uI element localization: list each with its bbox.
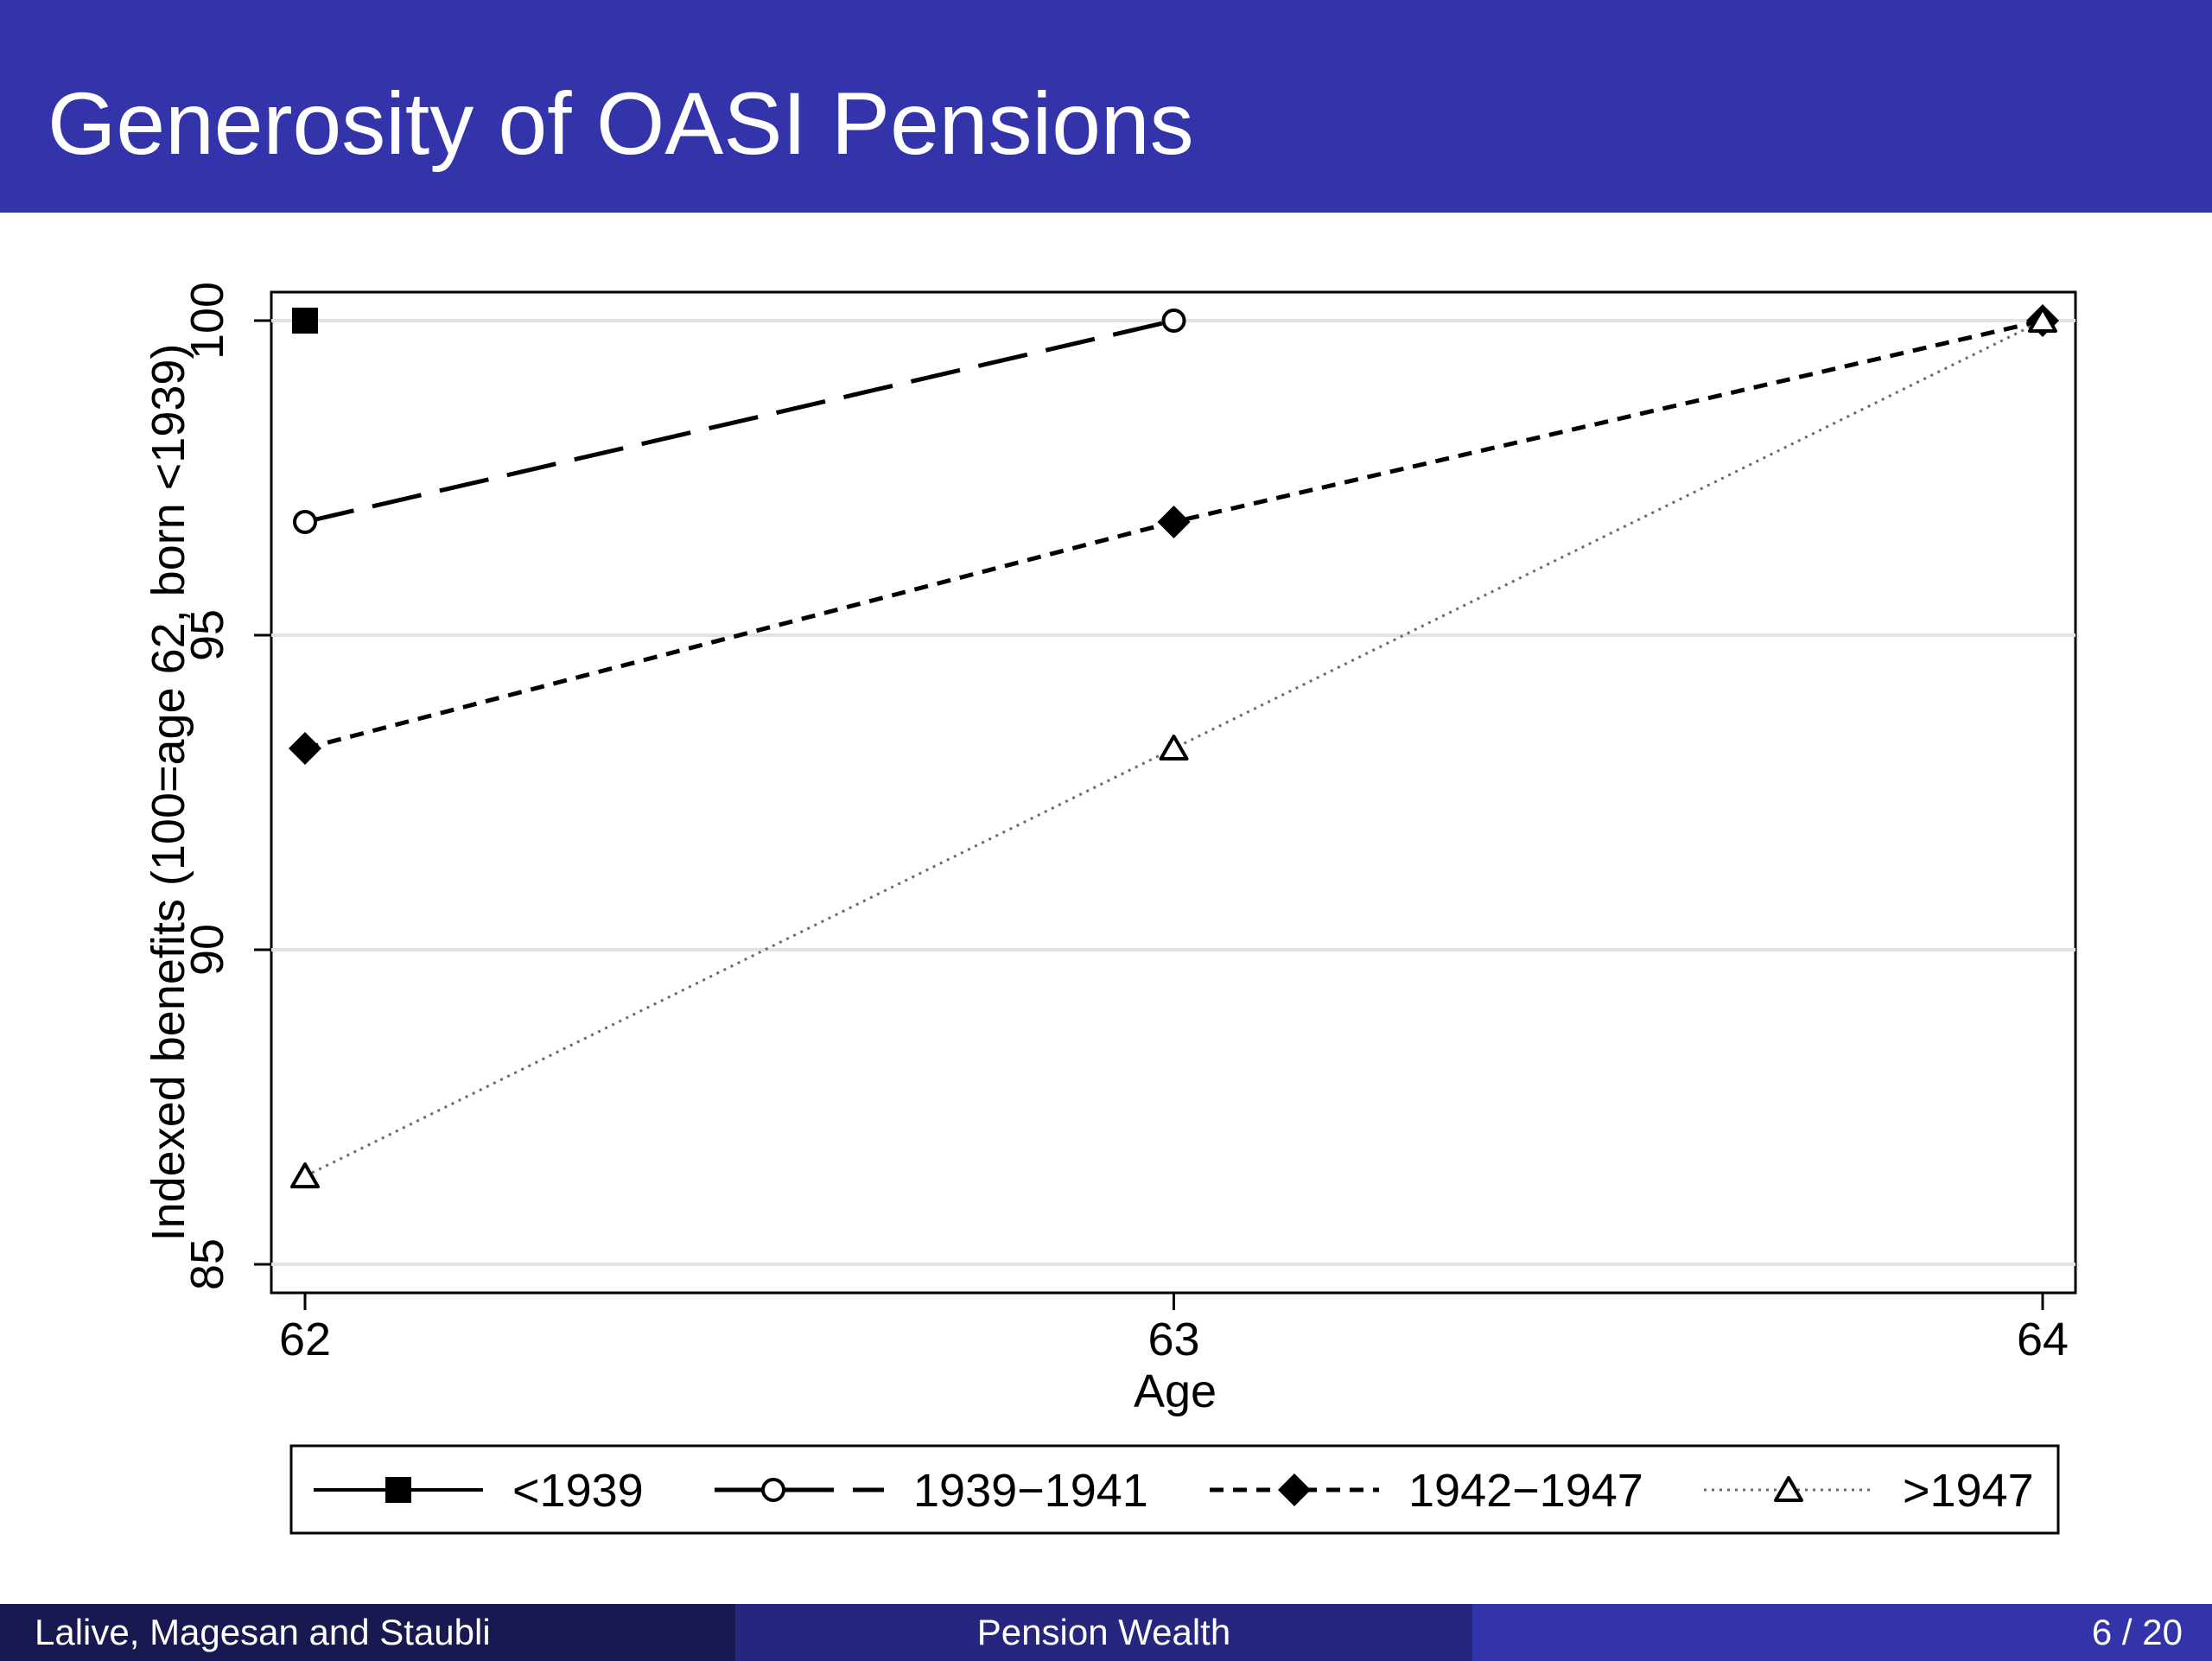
y-tick-label: 95 <box>181 609 233 661</box>
legend: <1939 1939−1941 1942−1947 >1947 <box>314 1465 2034 1517</box>
legend-label: 1942−1947 <box>1408 1465 1643 1517</box>
y-axis-label: Indexed benefits (100=age 62, born <1939… <box>143 344 194 1242</box>
data-point <box>1161 309 1186 333</box>
slide-footer: Lalive, Magesan and Staubli Pension Weal… <box>0 1604 2212 1661</box>
plot-area <box>270 290 2077 1295</box>
series <box>289 304 2059 1189</box>
footer-authors: Lalive, Magesan and Staubli <box>35 1612 491 1652</box>
legend-key-marker <box>761 1478 785 1502</box>
x-tick-label: 62 <box>279 1314 331 1365</box>
legend-label: 1939−1941 <box>913 1465 1148 1517</box>
line-chart: 85 90 95 100 62 63 64 Age Indexed benefits (10… <box>143 282 2077 1535</box>
data-point <box>292 308 318 334</box>
footer-short-title: Pension Wealth <box>976 1612 1231 1652</box>
footer-authors-section: Lalive, Magesan and Staubli <box>0 1604 735 1661</box>
legend-box <box>289 1444 2060 1535</box>
legend-key-marker <box>1774 1476 1803 1502</box>
y-tick-label: 90 <box>181 924 233 976</box>
x-tick-label: 63 <box>1147 1314 1199 1365</box>
page-number: 6 / 20 <box>2091 1612 2183 1652</box>
slide-title: Generosity of OASI Pensions <box>48 74 1194 173</box>
legend-key-marker <box>385 1477 411 1503</box>
legend-label: <1939 <box>512 1465 644 1517</box>
legend-label: >1947 <box>1903 1465 2034 1517</box>
data-point <box>293 509 317 534</box>
slide-header: Generosity of OASI Pensions <box>0 0 2212 213</box>
data-point <box>1159 735 1189 761</box>
data-point <box>290 1162 320 1189</box>
axes: 85 90 95 100 62 63 64 <box>181 282 2069 1365</box>
footer-page-section: 6 / 20 <box>1472 1604 2212 1661</box>
y-tick-label: 85 <box>181 1238 233 1290</box>
legend-key-marker <box>1278 1473 1311 1506</box>
x-tick-label: 64 <box>2017 1314 2069 1365</box>
x-axis-label: Age <box>1134 1365 1217 1417</box>
data-point <box>289 732 321 766</box>
footer-title-section: Pension Wealth <box>735 1604 1472 1661</box>
series-line <box>304 318 1175 525</box>
data-point <box>2028 307 2057 333</box>
data-point <box>1157 505 1191 538</box>
y-tick-label: 100 <box>181 282 233 360</box>
